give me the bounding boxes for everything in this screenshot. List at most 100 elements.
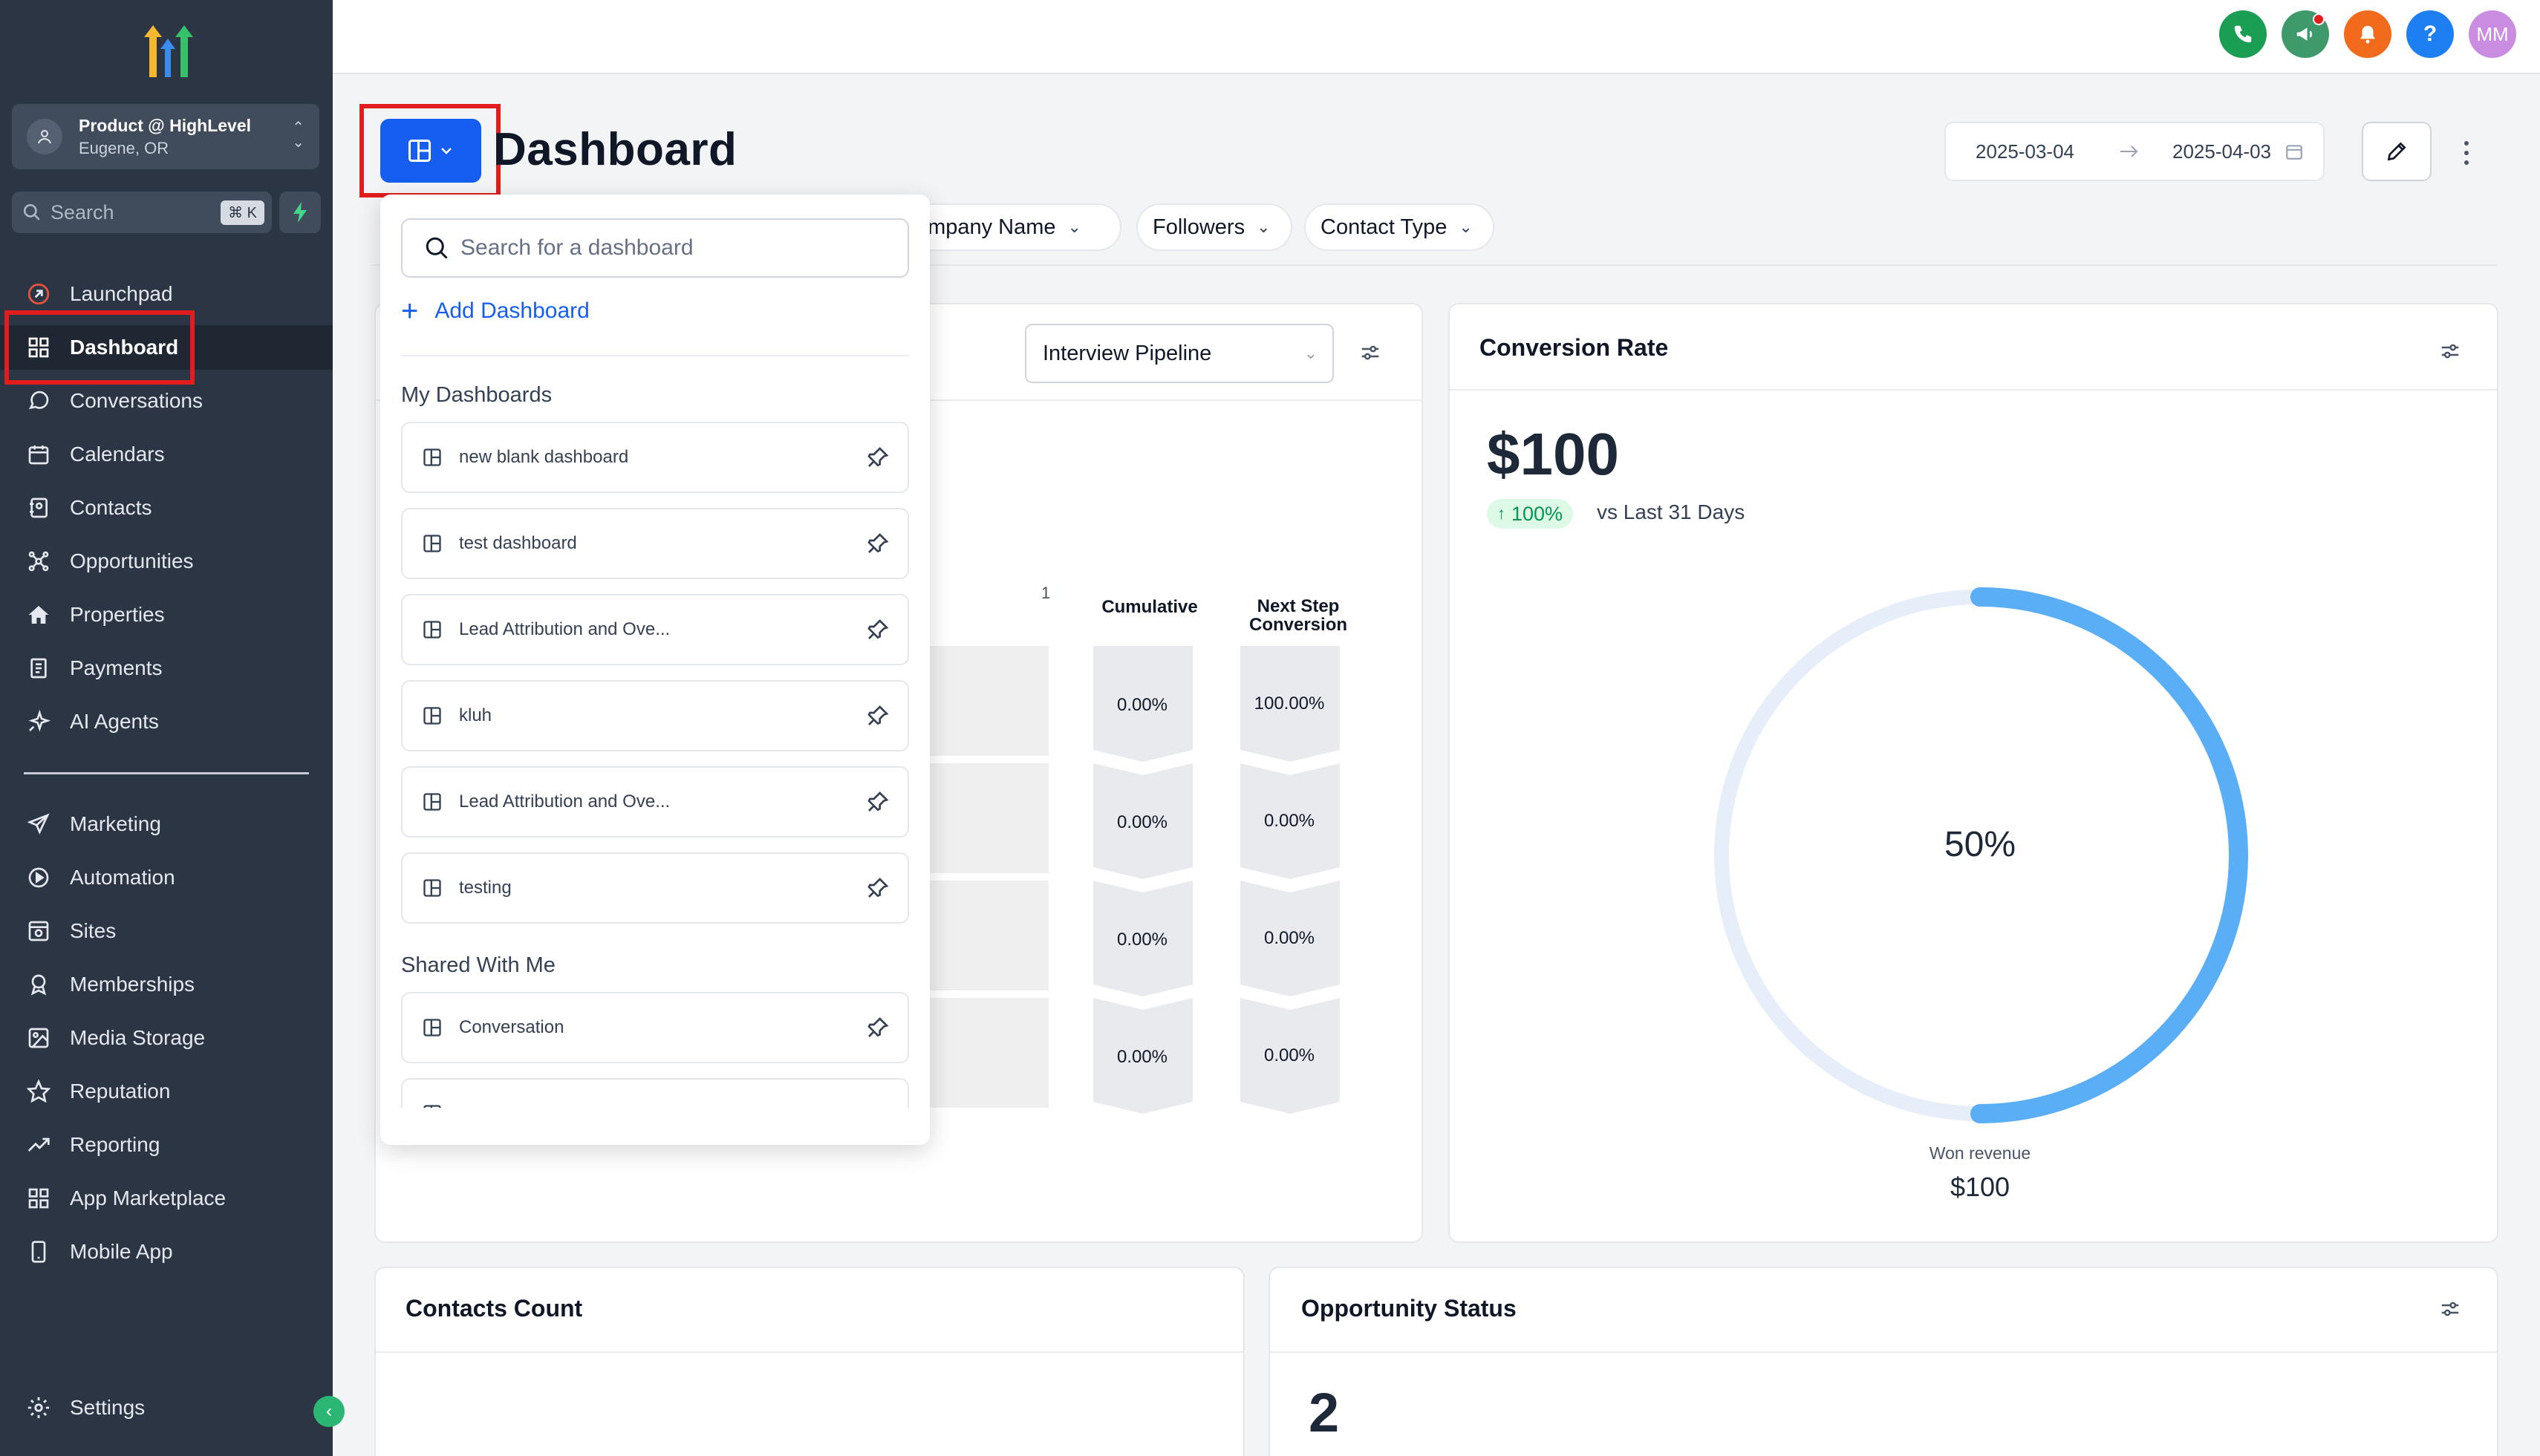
sidebar-search[interactable]: Search ⌘ K [12,192,272,233]
sidebar-item-launchpad[interactable]: Launchpad [0,272,333,316]
card-header-divider [1450,389,2497,391]
quick-action-button[interactable] [279,192,321,233]
sidebar-item-marketing[interactable]: Marketing [0,802,333,846]
pin-icon[interactable] [866,1016,890,1039]
sidebar-item-media-storage[interactable]: Media Storage [0,1016,333,1060]
sidebar-item-sites[interactable]: Sites [0,909,333,953]
sidebar-item-mobile-app[interactable]: Mobile App [0,1230,333,1274]
dashboard-list-item[interactable]: testing [401,852,909,924]
sidebar: Product @ HighLevel Eugene, OR ⌃ ⌄ Search… [0,0,333,1456]
card-header-divider [1270,1351,2497,1353]
sidebar-item-label: Memberships [70,973,195,996]
sidebar-item-label: Contacts [70,496,152,519]
cumulative-value: 0.00% [1116,812,1168,832]
column-header-line: Conversion [1248,615,1348,635]
layout-icon [408,140,431,162]
pin-icon[interactable] [866,618,890,642]
notification-dot [2313,13,2325,25]
phone-call-icon [2234,25,2252,43]
dashboard-list-item[interactable]: Lead Attribution and Ove... [401,766,909,838]
settings-sliders-icon[interactable] [1358,342,1383,364]
collapse-sidebar-button[interactable]: ‹ [313,1396,345,1427]
more-options-icon[interactable] [2455,131,2478,175]
dropdown-scroll-fade [380,1108,930,1145]
pin-icon[interactable] [866,790,890,814]
sidebar-item-automation[interactable]: Automation [0,855,333,900]
dashboard-list-item[interactable]: kluh [401,680,909,751]
chevron-down-icon: ⌄ [1067,218,1081,236]
apps-icon [24,1184,53,1213]
sidebar-item-label: Opportunities [70,549,194,572]
sparkle-icon [24,707,53,737]
sidebar-item-calendars[interactable]: Calendars [0,432,333,477]
filter-divider [371,264,2497,266]
home-icon [24,600,53,630]
sidebar-item-conversations[interactable]: Conversations [0,379,333,423]
gear-icon [24,1393,53,1423]
add-dashboard-button[interactable]: + Add Dashboard [401,295,590,327]
my-dashboards-heading: My Dashboards [401,383,553,407]
settings-sliders-icon[interactable] [2438,340,2463,362]
sidebar-item-payments[interactable]: Payments [0,646,333,691]
funnel-columns [1093,646,1340,1114]
settings-sliders-icon[interactable] [2438,1298,2463,1320]
pin-icon[interactable] [866,876,890,900]
sidebar-item-label: Launchpad [70,282,173,305]
dashboard-name: test dashboard [459,533,577,553]
filter-followers[interactable]: Followers ⌄ [1136,203,1292,251]
arrow-up-icon: ↑ [1497,504,1505,523]
phone-call-button[interactable] [2219,10,2267,58]
sidebar-item-label: AI Agents [70,710,159,733]
chevron-left-icon: ‹ [326,1401,332,1421]
change-caption: vs Last 31 Days [1597,500,1745,523]
sidebar-item-ai-agents[interactable]: AI Agents [0,699,333,744]
card-title: Contacts Count [406,1295,583,1322]
dashboard-list-item[interactable]: test dashboard [401,508,909,579]
pin-icon[interactable] [866,445,890,469]
sidebar-item-contacts[interactable]: Contacts [0,486,333,530]
pin-icon[interactable] [866,532,890,555]
star-icon [24,1077,53,1106]
search-icon [426,237,448,259]
sidebar-item-dashboard[interactable]: Dashboard [0,325,333,370]
sidebar-item-reputation[interactable]: Reputation [0,1069,333,1114]
layout-icon [423,707,441,725]
plus-icon: + [401,295,419,327]
dashboard-list-item[interactable]: Lead Attribution and Ove... [401,594,909,665]
contacts-count-card: Contacts Count [374,1267,1245,1456]
sidebar-item-reporting[interactable]: Reporting [0,1123,333,1167]
account-name: Product @ HighLevel [79,115,252,135]
user-avatar[interactable]: MM [2469,10,2516,58]
cumulative-value: 0.00% [1116,930,1168,950]
opportunity-status-card: Opportunity Status 2 [1269,1267,2498,1456]
sidebar-item-app-marketplace[interactable]: App Marketplace [0,1176,333,1221]
pipeline-select[interactable]: Interview Pipeline ⌄ [1025,324,1334,383]
sidebar-item-label: Calendars [70,443,165,466]
dashboard-switcher-button[interactable] [380,119,481,183]
chevron-down-icon: ⌄ [1257,218,1271,236]
dashboard-search-input[interactable]: Search for a dashboard [401,218,909,278]
help-button[interactable]: ? [2406,10,2454,58]
help-icon: ? [2423,22,2438,46]
pin-icon[interactable] [866,704,890,728]
dashboard-list-item[interactable]: new blank dashboard [401,422,909,493]
announcements-button[interactable] [2282,10,2329,58]
edit-dashboard-button[interactable] [2362,122,2432,181]
sidebar-item-properties[interactable]: Properties [0,592,333,637]
sidebar-divider [24,772,309,774]
sidebar-item-label: App Marketplace [70,1186,227,1209]
dashboard-list-item[interactable]: Conversation [401,992,909,1063]
sidebar-item-memberships[interactable]: Memberships [0,962,333,1007]
sidebar-item-opportunities[interactable]: Opportunities [0,539,333,584]
account-switcher[interactable]: Product @ HighLevel Eugene, OR ⌃ ⌄ [12,104,319,169]
dashboard-dropdown: Search for a dashboard + Add Dashboard M… [380,195,930,1145]
notifications-button[interactable] [2344,10,2391,58]
chevron-down-icon [441,148,452,154]
date-range-picker[interactable]: 2025-03-04 2025-04-03 [1944,122,2325,181]
dashboard-name: Lead Attribution and Ove... [459,791,671,812]
sidebar-item-settings[interactable]: Settings [0,1385,333,1430]
filter-contact-type[interactable]: Contact Type ⌄ [1304,203,1494,251]
layout-icon [423,621,441,639]
next-step-value: 100.00% [1254,693,1325,714]
add-dashboard-label: Add Dashboard [434,298,590,323]
